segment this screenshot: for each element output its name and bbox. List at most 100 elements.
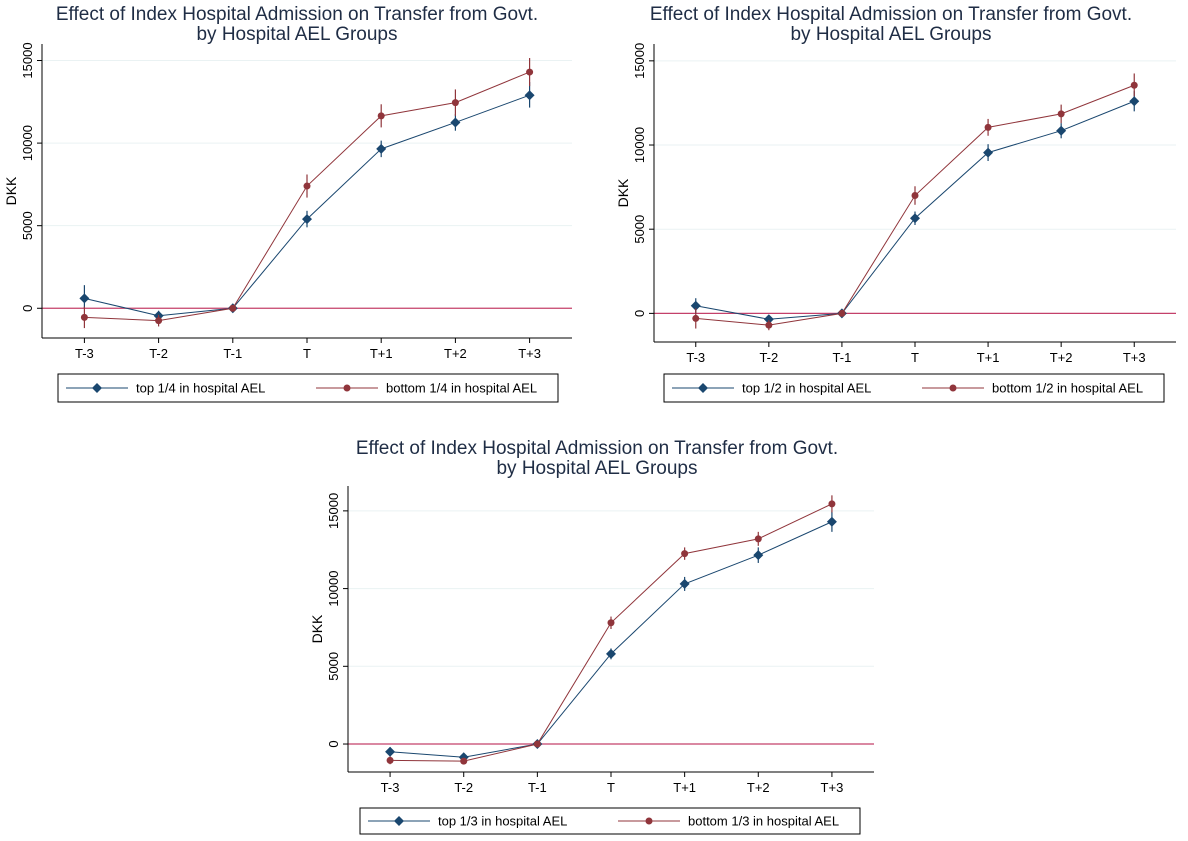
legend-swatch-marker [394, 816, 404, 826]
data-point-diamond [606, 648, 616, 659]
chart-title: Effect of Index Hospital Admission on Tr… [56, 4, 538, 25]
x-tick-label: T+1 [673, 780, 696, 795]
series-line [695, 84, 1135, 326]
chart-panel-top-quarter: Effect of Index Hospital Admission on Tr… [0, 0, 594, 410]
y-tick-label: 5000 [326, 652, 341, 681]
data-point-diamond [679, 578, 690, 589]
data-point-circle [451, 99, 459, 107]
legend-label: bottom 1/2 in hospital AEL [992, 381, 1143, 396]
data-point-circle [155, 317, 163, 325]
y-tick-label: 10000 [326, 571, 341, 607]
data-point-circle [838, 309, 846, 317]
legend-swatch-marker [92, 383, 102, 393]
chart-title: Effect of Index Hospital Admission on Tr… [650, 4, 1132, 25]
x-tick-label: T+3 [1123, 350, 1146, 365]
y-tick-label: 0 [20, 305, 35, 312]
x-tick-label: T+1 [977, 350, 1000, 365]
legend-swatch-marker [949, 384, 957, 392]
legend-swatch-marker [698, 383, 708, 393]
y-tick-label: 5000 [632, 215, 647, 244]
chart-panel-top-half: Effect of Index Hospital Admission on Tr… [594, 0, 1188, 410]
x-tick-label: T-1 [833, 350, 852, 365]
legend-box [57, 373, 559, 403]
data-point-circle [911, 192, 919, 200]
x-tick-label: T+3 [518, 346, 541, 361]
data-point-circle [229, 304, 237, 312]
data-point-circle [80, 313, 88, 321]
chart-title: Effect of Index Hospital Admission on Tr… [356, 438, 838, 459]
x-tick-label: T+2 [1050, 350, 1073, 365]
legend-label: bottom 1/3 in hospital AEL [688, 814, 839, 829]
data-point-circle [533, 740, 541, 748]
data-point-circle [303, 182, 311, 190]
y-tick-label: 10000 [632, 127, 647, 163]
data-point-circle [692, 314, 700, 322]
data-point-circle [681, 550, 689, 558]
data-point-circle [526, 68, 534, 76]
data-point-diamond [302, 214, 312, 225]
x-tick-label: T+2 [747, 780, 770, 795]
y-tick-label: 15000 [20, 42, 35, 78]
data-point-diamond [1056, 125, 1067, 136]
data-point-circle [386, 756, 394, 764]
x-tick-label: T-2 [759, 350, 778, 365]
chart-subtitle: by Hospital AEL Groups [496, 458, 697, 479]
data-point-diamond [79, 293, 90, 304]
x-tick-label: T-1 [528, 780, 547, 795]
chart-subtitle: by Hospital AEL Groups [196, 24, 397, 45]
x-tick-label: T-3 [381, 780, 400, 795]
data-point-circle [828, 500, 836, 508]
y-tick-label: 15000 [632, 43, 647, 79]
data-point-circle [377, 112, 385, 120]
data-point-diamond [910, 213, 920, 224]
legend-label: bottom 1/4 in hospital AEL [386, 381, 537, 396]
chart-panel-top-third: Effect of Index Hospital Admission on Tr… [300, 436, 894, 836]
series-line [390, 521, 833, 758]
x-tick-label: T+1 [370, 346, 393, 361]
y-tick-label: 0 [326, 740, 341, 747]
data-point-diamond [826, 516, 837, 527]
x-tick-label: T [911, 350, 919, 365]
data-point-diamond [385, 746, 396, 757]
y-tick-label: 0 [632, 310, 647, 317]
x-tick-label: T-3 [75, 346, 94, 361]
series-line [390, 503, 833, 762]
legend-box [663, 373, 1165, 403]
legend-label: top 1/4 in hospital AEL [136, 381, 265, 396]
data-point-circle [984, 123, 992, 131]
x-tick-label: T+2 [444, 346, 467, 361]
data-point-circle [607, 619, 615, 627]
chart-svg-top-third: Effect of Index Hospital Admission on Tr… [309, 438, 874, 835]
legend-label: top 1/3 in hospital AEL [438, 814, 567, 829]
data-point-diamond [690, 300, 701, 311]
legend-swatch-marker [343, 384, 351, 392]
data-point-diamond [1129, 96, 1140, 107]
data-point-circle [754, 535, 762, 543]
y-axis-label: DKK [3, 176, 19, 205]
y-tick-label: 15000 [326, 493, 341, 529]
data-point-circle [1057, 110, 1065, 118]
series-line [84, 94, 530, 317]
data-point-circle [460, 757, 468, 765]
chart-subtitle: by Hospital AEL Groups [790, 24, 991, 45]
x-tick-label: T-2 [454, 780, 473, 795]
data-point-circle [1130, 81, 1138, 89]
legend-box [359, 807, 861, 835]
chart-svg-top-half: Effect of Index Hospital Admission on Tr… [615, 4, 1176, 403]
data-point-diamond [753, 550, 764, 561]
y-tick-label: 5000 [20, 211, 35, 240]
x-tick-label: T [607, 780, 615, 795]
data-point-diamond [450, 117, 461, 128]
y-tick-label: 10000 [20, 125, 35, 161]
data-point-diamond [763, 314, 774, 325]
x-tick-label: T+3 [821, 780, 844, 795]
legend-swatch-marker [645, 817, 653, 825]
legend-label: top 1/2 in hospital AEL [742, 381, 871, 396]
chart-svg-top-quarter: Effect of Index Hospital Admission on Tr… [3, 4, 572, 403]
x-tick-label: T-2 [149, 346, 168, 361]
y-axis-label: DKK [309, 614, 325, 643]
data-point-diamond [983, 147, 994, 158]
data-point-diamond [376, 143, 387, 154]
y-axis-label: DKK [615, 178, 631, 207]
series-line [695, 100, 1135, 320]
